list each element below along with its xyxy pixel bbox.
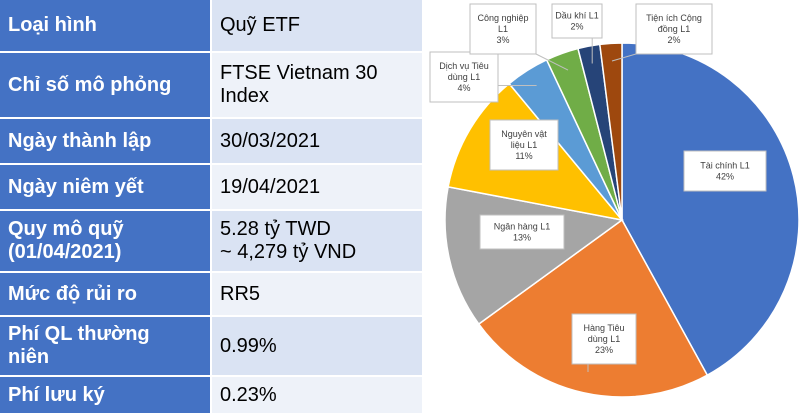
row-value: Quỹ ETF (211, 0, 422, 53)
row-label-text: Ngày niêm yết (8, 175, 144, 198)
callout-box (683, 150, 767, 192)
table-row: Loại hình Quỹ ETF (0, 0, 422, 53)
slice-value-label: 2% (667, 35, 680, 45)
table-row: Quy mô quỹ (01/04/2021) 5.28 tỷ TWD ~ 4,279… (0, 210, 422, 273)
callout-leader-line (535, 53, 569, 71)
row-value: 0.99% (211, 316, 422, 377)
slice-category-label: Hàng Tiêu (583, 323, 624, 333)
row-value-text: 30/03/2021 (220, 129, 321, 152)
slice-value-label: 3% (496, 35, 509, 45)
row-label: Ngày thành lập (0, 118, 212, 165)
row-value: 19/04/2021 (211, 164, 422, 211)
row-label: Ngày niêm yết (0, 164, 212, 211)
callout-box (571, 313, 637, 365)
slice-category-label: đồng L1 (658, 24, 691, 34)
row-value: 0.23% (211, 376, 422, 415)
slice-value-label: 4% (457, 83, 470, 93)
callout-box (429, 51, 499, 103)
row-label-text: Chỉ số mô phỏng (8, 73, 172, 96)
row-label-text: niên (8, 346, 50, 368)
slice-value-label: 23% (595, 345, 613, 355)
slice-category-label: Nguyên vật (501, 129, 547, 139)
row-label: Quy mô quỹ (01/04/2021) (0, 210, 212, 273)
row-value-text: ~ 4,279 tỷ VND (220, 241, 357, 263)
row-label-text: Loại hình (8, 14, 97, 36)
row-value-text: RR5 (220, 282, 261, 305)
table-row: Chỉ số mô phỏng FTSE Vietnam 30 Index (0, 52, 422, 119)
row-label: Loại hình (0, 0, 212, 53)
callout-box (635, 3, 713, 55)
slice-value-label: 42% (716, 172, 734, 182)
row-value: RR5 (211, 272, 422, 317)
callout-box (469, 3, 537, 55)
table-row: Phí QL thường niên 0.99% (0, 316, 422, 377)
table-row: Ngày thành lập 30/03/2021 (0, 118, 422, 165)
callout-leader-line (611, 53, 637, 62)
slice-category-label: dùng L1 (448, 72, 481, 82)
slice-category-label: L1 (498, 24, 508, 34)
slice-category-label: Ngân hàng L1 (494, 222, 551, 232)
row-label-text: Phí QL thường (8, 323, 150, 345)
callout-box (479, 214, 565, 250)
callout-box (551, 3, 603, 39)
slice-value-label: 11% (515, 151, 532, 161)
row-value-text: 0.23% (220, 383, 277, 406)
row-value: 5.28 tỷ TWD ~ 4,279 tỷ VND (211, 210, 422, 273)
row-label-text: Mức độ rủi ro (8, 282, 137, 305)
pie-slice-2 (477, 218, 709, 398)
slice-category-label: Dầu khí L1 (555, 11, 599, 21)
slice-category-label: Tài chính L1 (700, 161, 750, 171)
pie-slice-8 (598, 42, 623, 221)
slice-value-label: 13% (513, 233, 531, 243)
slice-category-label: Công nghiệp (477, 13, 528, 23)
row-label-text: (01/04/2021) (8, 241, 122, 263)
row-value-text: 19/04/2021 (220, 175, 321, 198)
slice-value-label: 2% (570, 22, 583, 32)
row-value-text: Quỹ ETF (220, 14, 301, 36)
slice-category-label: Tiện ích Cộng (646, 13, 702, 23)
slice-category-label: Dịch vụ Tiêu (439, 61, 489, 71)
table-row: Ngày niêm yết 19/04/2021 (0, 164, 422, 211)
row-label: Phí lưu ký (0, 376, 212, 415)
row-value: 30/03/2021 (211, 118, 422, 165)
row-value: FTSE Vietnam 30 Index (211, 52, 422, 119)
row-value-text: 0.99% (220, 334, 277, 357)
row-label-text: Phí lưu ký (8, 383, 105, 406)
table-row: Phí lưu ký 0.23% (0, 376, 422, 415)
row-value-text: FTSE Vietnam 30 (220, 62, 378, 84)
row-label-text: Ngày thành lập (8, 129, 152, 152)
row-label: Chỉ số mô phỏng (0, 52, 212, 119)
slice-category-label: dùng L1 (588, 334, 621, 344)
row-label: Phí QL thường niên (0, 316, 212, 377)
table-row: Mức độ rủi ro RR5 (0, 272, 422, 317)
slice-category-label: liệu L1 (511, 140, 538, 150)
row-label: Mức độ rủi ro (0, 272, 212, 317)
row-value-text: Index (220, 85, 269, 107)
fund-info-table: Loại hình Quỹ ETF Chỉ số mô phỏng FTSE Viet… (0, 0, 422, 415)
row-label-text: Quy mô quỹ (8, 218, 124, 240)
row-value-text: 5.28 tỷ TWD (220, 218, 331, 240)
callout-box (489, 119, 559, 171)
